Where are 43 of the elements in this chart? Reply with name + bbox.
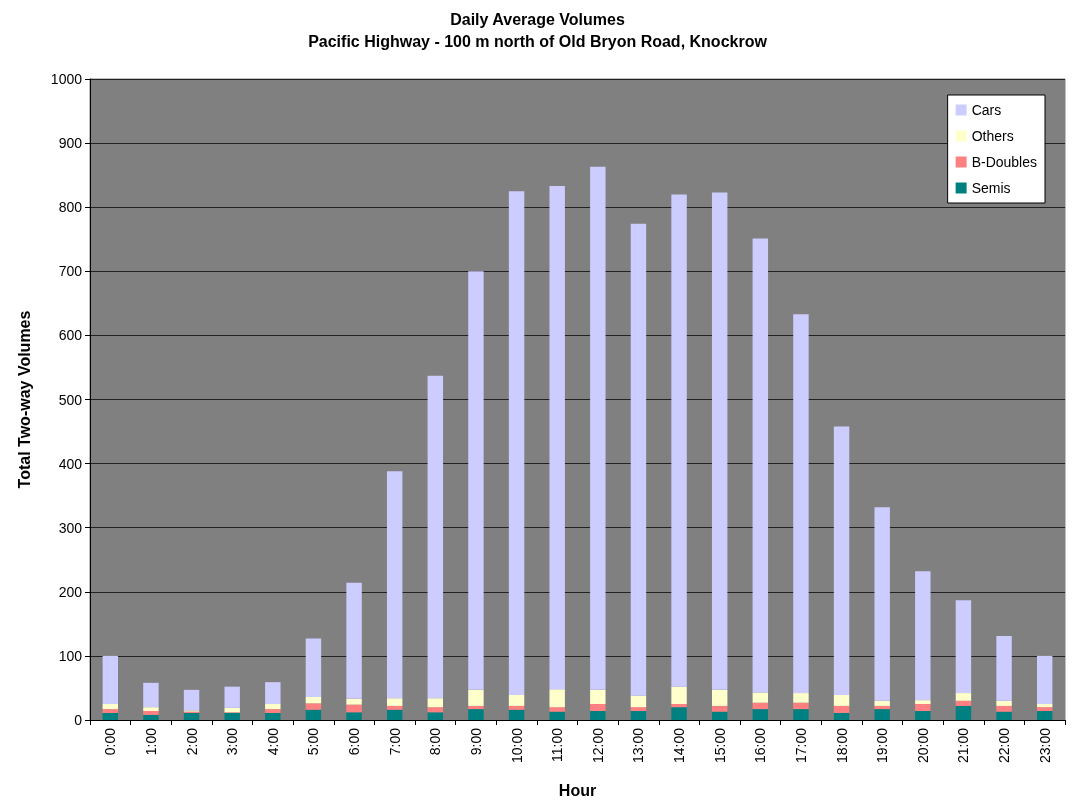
x-tick-label: 16:00 (752, 727, 769, 764)
y-tick-label: 400 (58, 455, 83, 472)
x-tick-label: 9:00 (467, 727, 484, 756)
y-axis-title: Total Two-way Volumes (15, 310, 33, 489)
y-tick-label: 800 (58, 199, 83, 216)
x-tick-label: 2:00 (183, 727, 200, 756)
y-tick-label: 700 (58, 263, 83, 280)
x-tick-label: 18:00 (833, 727, 850, 764)
y-tick-label: 1000 (50, 71, 83, 87)
x-tick-label: 10:00 (508, 727, 525, 764)
x-tick-label: 8:00 (427, 727, 444, 756)
x-tick-label: 14:00 (671, 727, 688, 764)
legend-label: B-Doubles (971, 154, 1038, 170)
y-tick-label: 900 (58, 135, 83, 152)
x-tick-label: 0:00 (102, 727, 119, 756)
x-tick-label: 17:00 (792, 727, 809, 764)
x-tick-label: 5:00 (305, 727, 322, 756)
chart-subtitle: Pacific Highway - 100 m north of Old Bryon Road, Knockrow (308, 32, 768, 50)
legend-label: Cars (971, 102, 1002, 118)
legend-label: Others (971, 128, 1014, 144)
x-tick-label: 3:00 (224, 727, 241, 756)
x-tick-label: 11:00 (549, 727, 566, 762)
x-tick-label: 15:00 (711, 727, 728, 764)
x-tick-label: 20:00 (914, 727, 931, 764)
x-tick-label: 19:00 (874, 727, 891, 764)
legend-label: Semis (971, 180, 1011, 196)
x-tick-label: 21:00 (955, 727, 972, 764)
x-tick-label: 1:00 (142, 727, 159, 756)
y-tick-label: 500 (58, 391, 83, 408)
x-tick-label: 4:00 (264, 727, 281, 756)
y-tick-label: 0 (74, 712, 83, 728)
x-axis-title: Hour (558, 781, 597, 799)
y-tick-label: 100 (58, 647, 83, 664)
x-tick-label: 7:00 (386, 727, 403, 756)
x-tick-label: 13:00 (630, 727, 647, 764)
y-tick-label: 300 (58, 519, 83, 536)
x-tick-label: 12:00 (589, 727, 606, 764)
x-tick-label: 6:00 (346, 727, 363, 756)
y-tick-label: 600 (58, 327, 83, 344)
chart-title: Daily Average Volumes (450, 10, 625, 28)
x-tick-label: 23:00 (1036, 727, 1053, 764)
x-tick-label: 22:00 (996, 727, 1013, 764)
y-tick-label: 200 (58, 583, 83, 600)
